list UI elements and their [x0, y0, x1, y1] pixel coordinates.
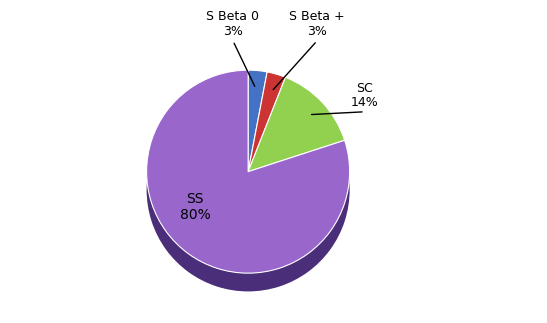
- Wedge shape: [248, 70, 267, 172]
- Text: 3%: 3%: [223, 25, 243, 38]
- Text: S Beta 0: S Beta 0: [206, 10, 259, 24]
- Text: SS
80%: SS 80%: [180, 192, 211, 222]
- Wedge shape: [248, 90, 286, 190]
- Text: S Beta +: S Beta +: [289, 10, 345, 24]
- Wedge shape: [248, 96, 345, 190]
- Text: 14%: 14%: [351, 96, 379, 109]
- Wedge shape: [248, 77, 345, 172]
- Text: SC: SC: [357, 81, 373, 95]
- Wedge shape: [147, 89, 350, 291]
- Wedge shape: [248, 72, 286, 172]
- Text: 3%: 3%: [307, 25, 327, 38]
- Wedge shape: [248, 89, 267, 190]
- Wedge shape: [147, 70, 350, 273]
